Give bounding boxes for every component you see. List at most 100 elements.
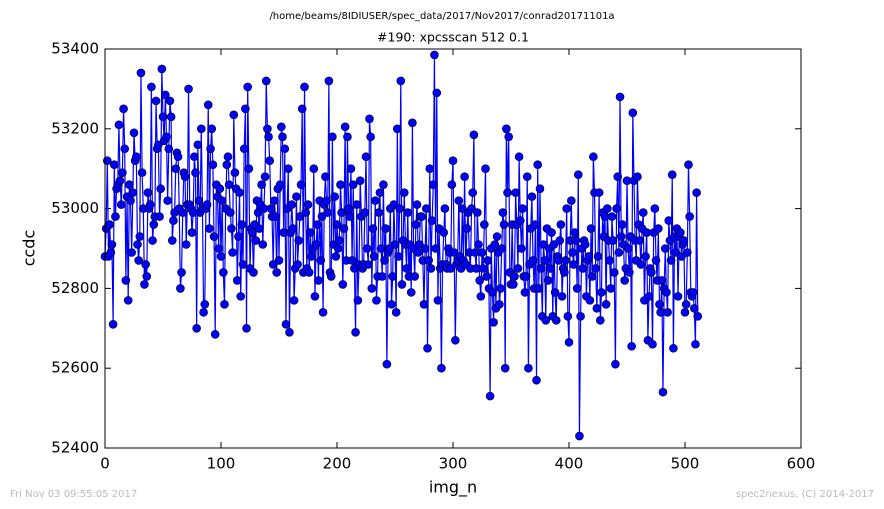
- data-point: [199, 308, 208, 317]
- data-point: [550, 288, 560, 297]
- data-point: [499, 220, 509, 229]
- data-point: [236, 292, 246, 301]
- data-point: [685, 212, 694, 221]
- data-point: [485, 391, 495, 401]
- data-point: [518, 204, 527, 213]
- data-point: [348, 180, 358, 189]
- data-point: [214, 244, 223, 253]
- data-point: [692, 188, 701, 197]
- x-tick-label: 600: [787, 455, 816, 473]
- data-point: [474, 240, 483, 249]
- data-point: [615, 92, 625, 102]
- data-point: [287, 200, 297, 209]
- x-tick-label: 400: [555, 455, 584, 473]
- data-point: [361, 152, 371, 162]
- data-point: [163, 196, 172, 205]
- data-point: [578, 264, 588, 273]
- data-point: [151, 96, 161, 106]
- data-point: [606, 284, 616, 293]
- data-point: [296, 180, 306, 189]
- data-point: [351, 327, 360, 337]
- data-point: [210, 329, 220, 339]
- data-point: [625, 268, 634, 277]
- data-point: [206, 144, 215, 154]
- data-point: [655, 300, 664, 309]
- data-point: [116, 200, 126, 209]
- data-point: [140, 280, 149, 289]
- data-point: [330, 192, 339, 201]
- data-point: [609, 268, 619, 277]
- data-point: [123, 296, 133, 305]
- data-point: [166, 112, 176, 122]
- data-point: [664, 216, 674, 225]
- data-point: [202, 200, 212, 209]
- data-point: [241, 104, 250, 114]
- data-point: [627, 341, 636, 351]
- data-point: [266, 204, 276, 213]
- data-point: [382, 359, 392, 369]
- data-point: [420, 244, 430, 253]
- data-point: [149, 220, 159, 229]
- data-point: [370, 196, 380, 205]
- data-point: [312, 220, 322, 229]
- data-point: [591, 264, 600, 273]
- data-point: [593, 252, 603, 261]
- y-tick-label: 53000: [51, 199, 99, 217]
- data-point: [353, 296, 363, 305]
- data-point: [527, 192, 537, 201]
- data-point: [283, 164, 293, 173]
- data-point: [230, 168, 240, 177]
- data-point: [448, 156, 458, 166]
- data-point: [328, 132, 337, 142]
- data-point: [522, 172, 532, 181]
- data-point: [128, 188, 138, 197]
- data-point: [515, 216, 525, 225]
- data-point: [165, 96, 175, 106]
- data-point: [333, 244, 343, 253]
- data-point: [234, 232, 243, 241]
- data-point: [164, 144, 174, 154]
- data-point: [540, 256, 549, 265]
- data-point: [433, 296, 443, 305]
- data-point: [343, 132, 352, 142]
- data-point: [531, 220, 540, 229]
- data-point: [379, 180, 388, 189]
- data-point: [623, 244, 633, 253]
- data-point: [397, 280, 407, 289]
- data-point: [432, 88, 442, 98]
- data-point: [311, 240, 321, 249]
- data-point: [431, 244, 440, 253]
- data-point: [602, 204, 612, 213]
- data-point: [376, 244, 386, 253]
- data-point: [679, 236, 689, 245]
- data-point: [133, 240, 142, 249]
- data-point: [316, 256, 326, 265]
- data-point: [601, 300, 611, 309]
- data-point: [513, 264, 523, 273]
- data-point: [249, 268, 258, 277]
- data-point: [380, 256, 389, 265]
- data-point: [393, 124, 402, 134]
- data-point: [658, 387, 668, 397]
- data-point: [142, 272, 152, 281]
- data-point: [173, 152, 183, 162]
- data-point: [314, 276, 323, 285]
- data-point: [205, 224, 214, 233]
- data-point: [584, 252, 594, 261]
- data-point: [570, 228, 580, 237]
- data-point: [167, 236, 177, 245]
- data-point: [368, 224, 378, 233]
- data-point: [403, 208, 413, 217]
- data-point: [387, 300, 396, 309]
- data-point: [367, 284, 377, 293]
- data-point: [681, 300, 691, 309]
- data-point: [683, 248, 692, 257]
- data-point: [490, 240, 500, 249]
- data-point: [270, 196, 279, 205]
- data-point: [673, 292, 683, 301]
- data-point: [184, 84, 193, 94]
- data-point: [641, 252, 650, 261]
- data-point: [217, 196, 227, 205]
- data-point: [480, 220, 489, 229]
- data-point: [576, 312, 585, 321]
